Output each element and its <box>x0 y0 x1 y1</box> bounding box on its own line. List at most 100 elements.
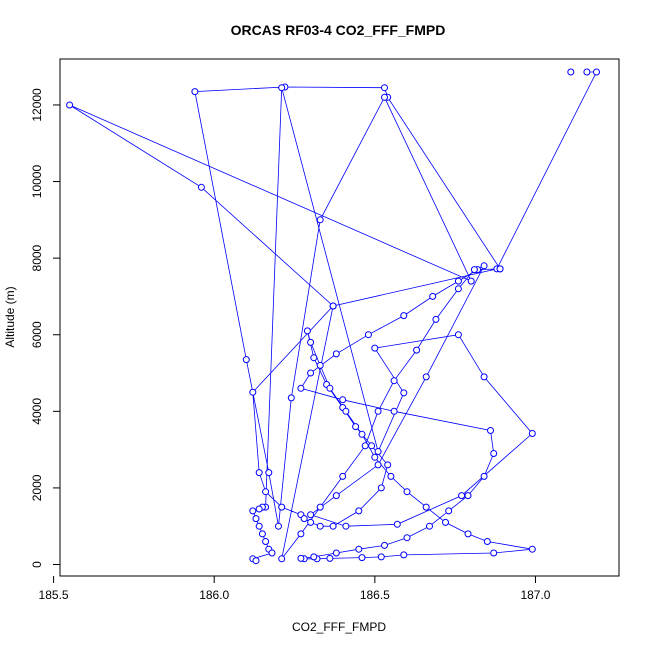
data-point <box>242 356 250 364</box>
data-point <box>403 488 411 496</box>
data-point <box>458 492 466 500</box>
data-point <box>307 518 315 526</box>
data-point <box>332 350 340 358</box>
data-point <box>326 554 334 562</box>
data-point <box>197 183 205 191</box>
data-point <box>429 292 437 300</box>
data-point <box>464 530 472 538</box>
data-point <box>368 442 376 450</box>
data-point <box>374 407 382 415</box>
data-point <box>454 277 462 285</box>
data-point <box>329 302 337 310</box>
data-point <box>307 338 315 346</box>
series-line <box>69 71 598 562</box>
data-point <box>278 84 286 92</box>
data-point <box>445 507 453 515</box>
data-point <box>390 377 398 385</box>
data-point <box>355 507 363 515</box>
data-point <box>329 522 337 530</box>
x-tick-label: 185.5 <box>39 588 69 602</box>
data-point <box>316 216 324 224</box>
y-tick-label: 2000 <box>30 474 44 501</box>
data-point <box>442 518 449 526</box>
data-point <box>332 492 340 500</box>
data-point <box>262 488 270 496</box>
data-point <box>454 331 462 339</box>
data-point <box>303 327 311 335</box>
data-point <box>393 520 401 528</box>
data-point <box>400 551 408 559</box>
data-point <box>483 538 491 545</box>
data-point <box>381 84 388 92</box>
y-axis-label: Altitude (m) <box>3 286 17 347</box>
data-point <box>426 522 433 530</box>
data-point <box>464 492 472 500</box>
data-point <box>374 461 382 469</box>
data-point <box>390 407 398 415</box>
y-tick-label: 12000 <box>30 88 44 122</box>
data-points <box>66 68 600 565</box>
data-point <box>467 277 475 285</box>
data-point <box>342 407 350 415</box>
data-point <box>377 484 385 492</box>
x-tick-label: 186.0 <box>199 588 229 602</box>
y-axis: 0 2000 4000 6000 8000 10000 12000 <box>30 88 60 568</box>
data-point <box>278 555 286 563</box>
x-axis-label: CO2_FFF_FMPD <box>292 620 386 634</box>
data-point <box>316 361 324 369</box>
data-point <box>413 346 421 354</box>
data-point <box>316 522 324 530</box>
data-point <box>422 503 430 511</box>
y-tick-label: 10000 <box>30 165 44 199</box>
data-point <box>249 388 257 396</box>
data-point <box>422 373 430 381</box>
y-tick-label: 8000 <box>30 244 44 271</box>
data-point <box>480 262 488 270</box>
data-point <box>255 469 263 477</box>
data-point <box>400 312 408 320</box>
data-point <box>480 472 488 480</box>
y-tick-label: 6000 <box>30 321 44 348</box>
series-co2 <box>69 71 598 562</box>
data-point <box>358 554 366 562</box>
data-point <box>528 430 536 437</box>
data-point <box>275 522 282 530</box>
data-point <box>480 373 488 381</box>
x-axis: 185.5 186.0 186.5 187.0 <box>39 576 551 602</box>
data-point <box>496 265 504 273</box>
data-point <box>387 472 395 480</box>
data-point <box>381 541 388 549</box>
data-point <box>307 369 315 377</box>
data-point <box>191 88 199 96</box>
data-point <box>316 503 324 511</box>
data-point <box>374 448 382 455</box>
data-point <box>384 461 392 469</box>
data-point <box>278 503 286 511</box>
data-point <box>358 430 366 438</box>
data-point <box>332 549 340 557</box>
data-point <box>258 530 266 538</box>
data-point <box>371 453 379 461</box>
data-point <box>490 450 498 457</box>
data-point <box>297 554 305 562</box>
data-point <box>326 384 334 392</box>
data-point <box>300 515 308 523</box>
y-tick-label: 0 <box>30 561 44 568</box>
data-point <box>268 549 276 557</box>
data-point <box>66 101 74 109</box>
data-point <box>352 423 360 431</box>
data-point <box>249 507 257 515</box>
data-point <box>339 396 347 404</box>
data-point <box>364 331 372 339</box>
data-point <box>265 469 273 477</box>
data-point <box>255 522 263 530</box>
data-point <box>487 427 494 434</box>
x-tick-label: 186.5 <box>360 588 390 602</box>
chart-title: ORCAS RF03-4 CO2_FFF_FMPD <box>231 22 446 38</box>
data-point <box>400 389 408 397</box>
data-point <box>297 530 305 538</box>
data-point <box>307 511 315 519</box>
data-point <box>361 442 369 450</box>
